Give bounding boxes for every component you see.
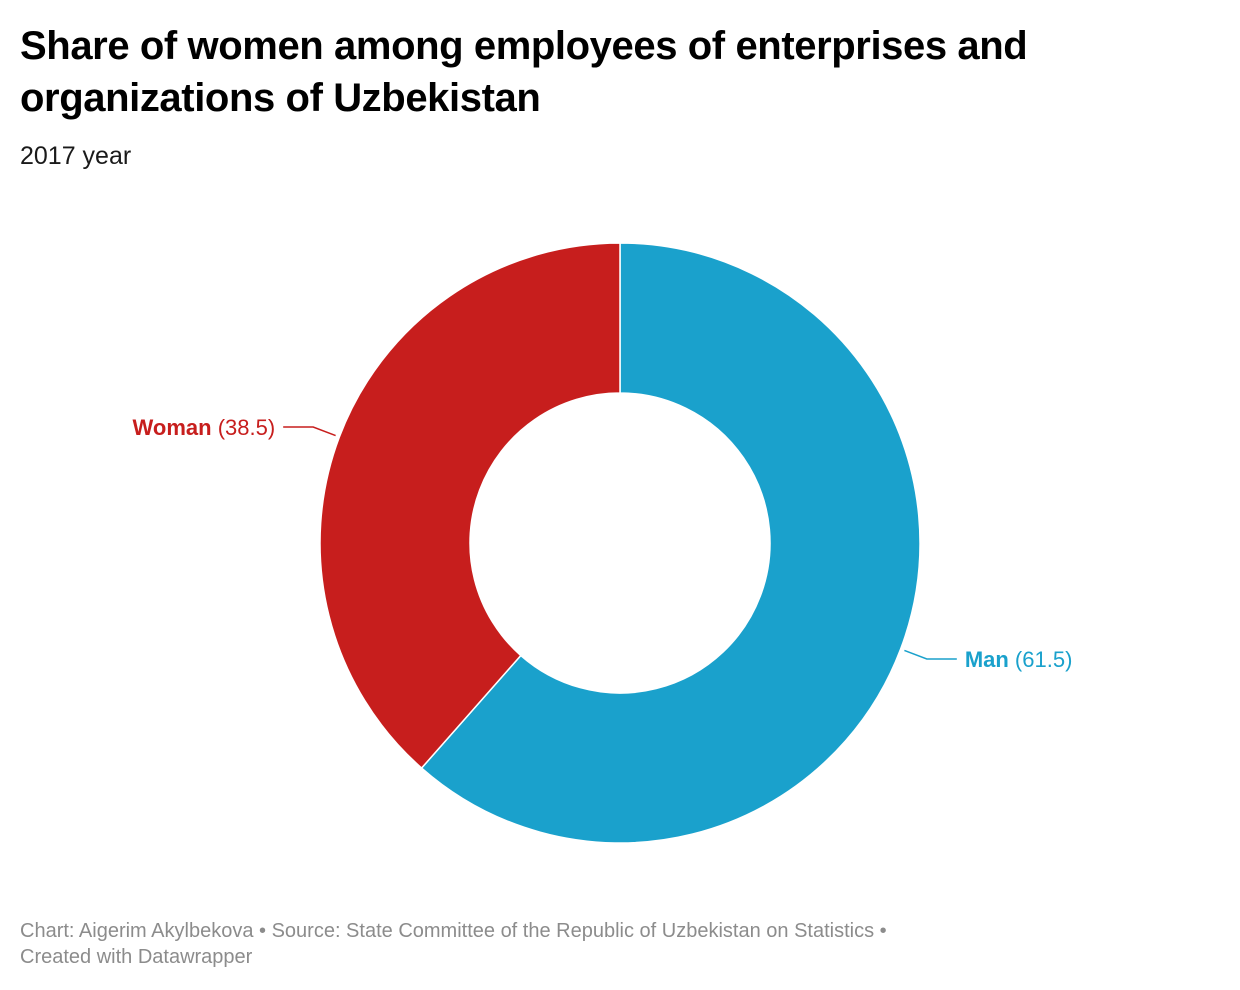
- leader-line-man: [904, 649, 957, 660]
- source-note: Source: State Committee of the Republic …: [271, 920, 875, 942]
- slice-label-man: Man (61.5): [965, 647, 1073, 672]
- slice-label-woman: Woman (38.5): [133, 415, 276, 440]
- slice-woman: [319, 242, 621, 770]
- slice-label-value: (38.5): [212, 415, 276, 440]
- chart-credit: Chart: Aigerim Akylbekova: [20, 920, 254, 942]
- leader-line-woman: [283, 426, 336, 437]
- chart-footer: Chart: Aigerim Akylbekova • Source: Stat…: [20, 918, 1120, 970]
- chart-title: Share of women among employees of enterp…: [20, 24, 1028, 120]
- footer-separator: •: [259, 920, 267, 942]
- slice-label-name: Woman: [133, 415, 212, 440]
- chart-subtitle: 2017 year: [20, 142, 132, 170]
- slice-label-name: Man: [965, 647, 1009, 672]
- slice-label-value: (61.5): [1009, 647, 1073, 672]
- slice-man: [420, 242, 921, 844]
- created-with-note: Created with Datawrapper: [20, 946, 253, 968]
- footer-separator-2: •: [879, 920, 887, 942]
